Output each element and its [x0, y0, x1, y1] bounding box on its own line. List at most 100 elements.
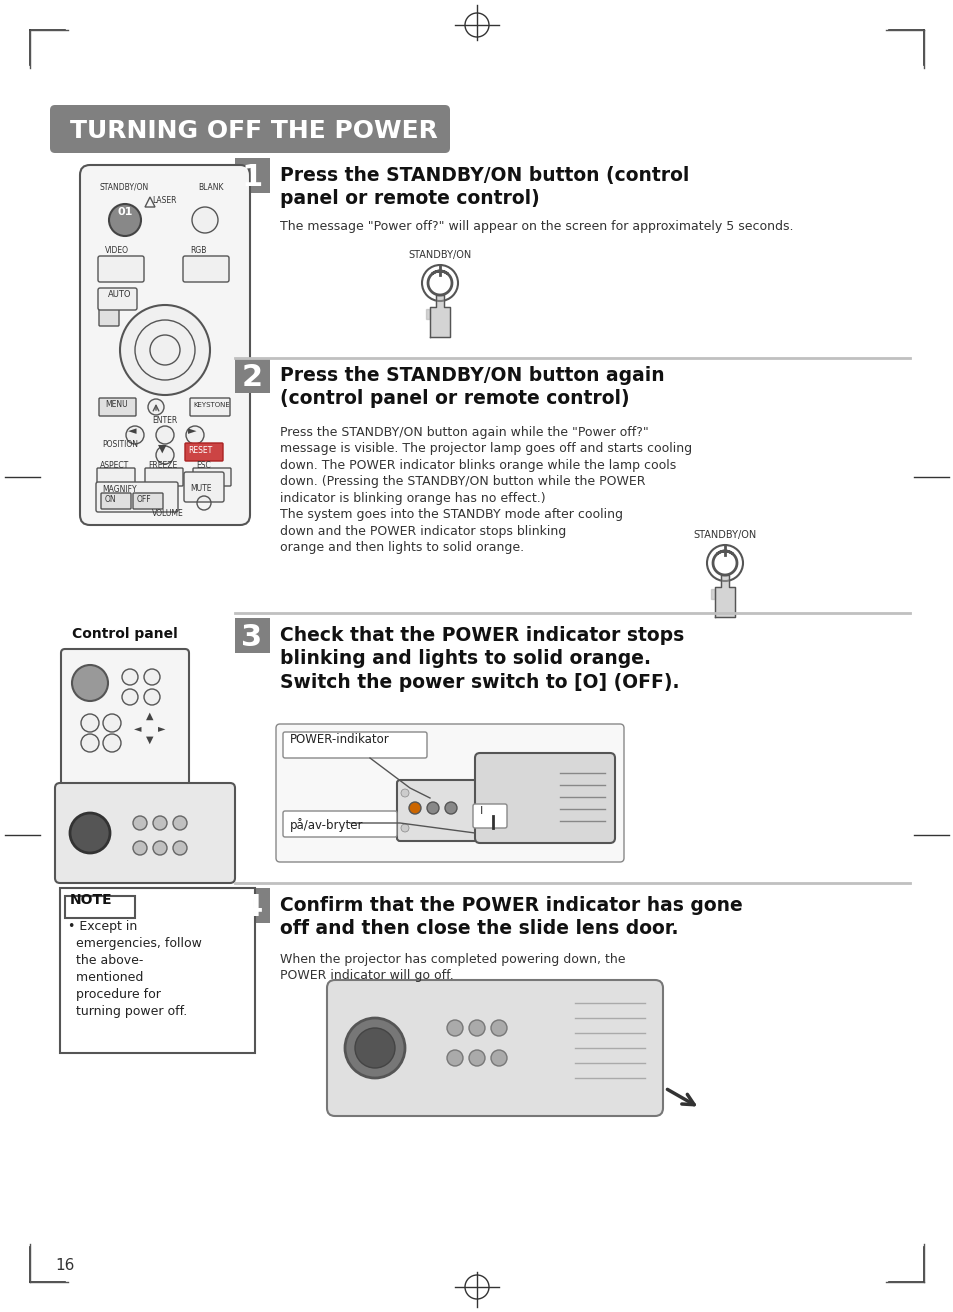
Circle shape	[135, 320, 194, 380]
Circle shape	[172, 816, 187, 830]
Circle shape	[103, 733, 121, 752]
Bar	[234, 157, 270, 193]
Circle shape	[81, 733, 99, 752]
Circle shape	[491, 1019, 506, 1036]
Circle shape	[132, 816, 147, 830]
Circle shape	[447, 1050, 462, 1065]
Circle shape	[122, 689, 138, 705]
Circle shape	[447, 1019, 462, 1036]
Circle shape	[122, 669, 138, 685]
Circle shape	[469, 1019, 484, 1036]
FancyBboxPatch shape	[96, 482, 178, 512]
Text: Press the STANDBY/ON button again while the "Power off?"
message is visible. The: Press the STANDBY/ON button again while …	[280, 426, 691, 555]
FancyBboxPatch shape	[193, 468, 231, 485]
Circle shape	[400, 824, 409, 832]
Circle shape	[70, 813, 110, 853]
Text: ◄: ◄	[128, 426, 136, 436]
Text: 2: 2	[241, 363, 262, 392]
Text: POSITION: POSITION	[102, 440, 138, 449]
Text: MAGNIFY: MAGNIFY	[102, 485, 136, 495]
FancyBboxPatch shape	[184, 472, 224, 502]
Circle shape	[409, 802, 420, 813]
FancyBboxPatch shape	[99, 306, 119, 325]
FancyBboxPatch shape	[145, 468, 183, 485]
Text: Press the STANDBY/ON button again
(control panel or remote control): Press the STANDBY/ON button again (contr…	[280, 366, 664, 408]
Text: KEYSTONE: KEYSTONE	[193, 401, 230, 408]
FancyBboxPatch shape	[50, 105, 450, 154]
FancyBboxPatch shape	[65, 896, 135, 918]
Circle shape	[156, 446, 173, 464]
Circle shape	[152, 841, 167, 855]
FancyBboxPatch shape	[185, 443, 223, 461]
Text: ◄: ◄	[134, 723, 142, 733]
Circle shape	[156, 426, 173, 443]
FancyBboxPatch shape	[101, 493, 131, 509]
Text: ►: ►	[158, 723, 166, 733]
Circle shape	[469, 1050, 484, 1065]
FancyBboxPatch shape	[183, 256, 229, 282]
Text: RESET: RESET	[188, 446, 212, 455]
Text: Press the STANDBY/ON button (control
panel or remote control): Press the STANDBY/ON button (control pan…	[280, 167, 689, 209]
Polygon shape	[710, 589, 715, 600]
FancyBboxPatch shape	[80, 165, 250, 525]
Text: 4: 4	[241, 893, 262, 922]
Circle shape	[132, 841, 147, 855]
FancyBboxPatch shape	[61, 649, 189, 787]
Text: • Except in
  emergencies, follow
  the above-
  mentioned
  procedure for
  tur: • Except in emergencies, follow the abov…	[68, 920, 202, 1018]
Text: ►: ►	[188, 426, 196, 436]
Circle shape	[491, 1050, 506, 1065]
FancyBboxPatch shape	[327, 980, 662, 1117]
Circle shape	[152, 816, 167, 830]
FancyBboxPatch shape	[132, 493, 163, 509]
Text: ASPECT: ASPECT	[100, 461, 129, 470]
Text: ▼: ▼	[146, 735, 153, 745]
FancyBboxPatch shape	[473, 804, 506, 828]
Text: VIDEO: VIDEO	[105, 247, 129, 255]
Text: STANDBY/ON: STANDBY/ON	[408, 251, 471, 260]
Polygon shape	[715, 575, 734, 617]
FancyBboxPatch shape	[55, 783, 234, 883]
Text: STANDBY/ON: STANDBY/ON	[100, 182, 149, 192]
FancyBboxPatch shape	[190, 398, 230, 416]
Circle shape	[144, 689, 160, 705]
Text: 01: 01	[118, 207, 133, 216]
Circle shape	[103, 714, 121, 732]
Text: VOLUME: VOLUME	[152, 509, 184, 518]
Text: ▼: ▼	[157, 443, 166, 454]
Text: 1: 1	[241, 163, 262, 192]
Bar	[234, 888, 270, 924]
Polygon shape	[425, 310, 430, 319]
Text: ON: ON	[105, 495, 116, 504]
Text: LASER: LASER	[152, 195, 176, 205]
Bar	[234, 358, 270, 394]
Text: Confirm that the POWER indicator has gone
off and then close the slide lens door: Confirm that the POWER indicator has gon…	[280, 896, 742, 938]
Text: NOTE: NOTE	[70, 893, 112, 907]
Circle shape	[81, 714, 99, 732]
Circle shape	[144, 669, 160, 685]
Circle shape	[345, 1018, 405, 1078]
FancyBboxPatch shape	[475, 753, 615, 844]
Text: BLANK: BLANK	[198, 182, 223, 192]
Circle shape	[148, 399, 164, 415]
Circle shape	[355, 1029, 395, 1068]
Text: TURNING OFF THE POWER: TURNING OFF THE POWER	[70, 119, 437, 143]
Text: 3: 3	[241, 623, 262, 652]
Text: ESC: ESC	[195, 461, 211, 470]
Circle shape	[427, 802, 438, 813]
Circle shape	[444, 802, 456, 813]
Circle shape	[172, 841, 187, 855]
Text: RGB: RGB	[190, 247, 206, 255]
Circle shape	[400, 789, 409, 796]
Text: POWER-indikator: POWER-indikator	[290, 733, 390, 747]
FancyBboxPatch shape	[283, 732, 427, 758]
FancyBboxPatch shape	[396, 781, 522, 841]
FancyBboxPatch shape	[275, 724, 623, 862]
Circle shape	[109, 203, 141, 236]
FancyBboxPatch shape	[97, 468, 135, 485]
Text: 16: 16	[55, 1258, 74, 1273]
Circle shape	[150, 335, 180, 365]
Text: When the projector has completed powering down, the
POWER indicator will go off.: When the projector has completed powerin…	[280, 953, 625, 983]
Text: Control panel: Control panel	[72, 627, 177, 642]
Polygon shape	[430, 295, 449, 337]
Text: OFF: OFF	[137, 495, 152, 504]
